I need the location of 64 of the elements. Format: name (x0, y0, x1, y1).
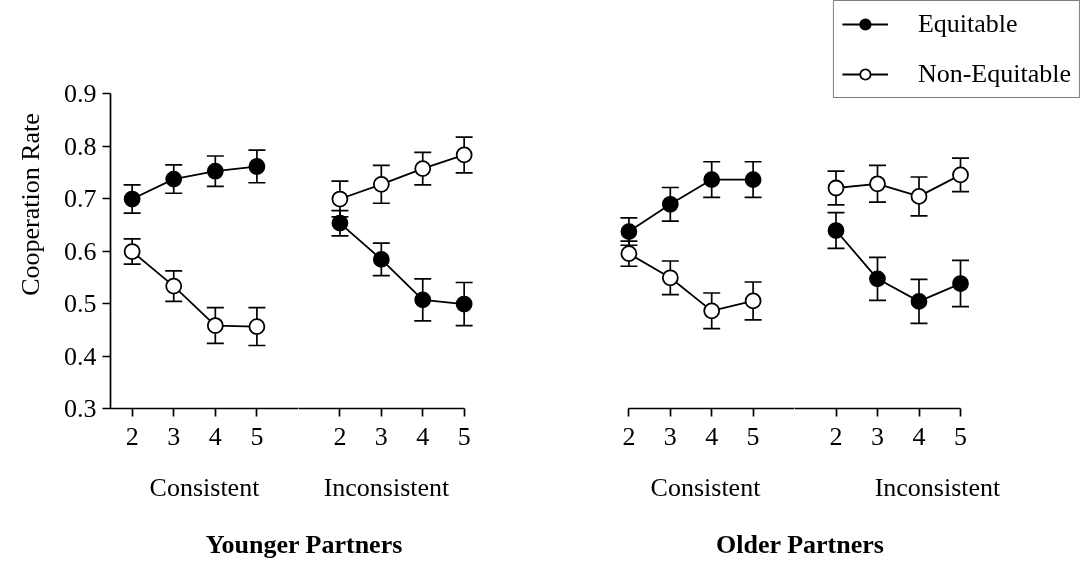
x-axis-title: Consistent (650, 472, 762, 502)
point (455, 295, 473, 313)
x-tick-label: 5 (954, 421, 967, 451)
x-tick-label: 3 (374, 421, 388, 451)
point (910, 188, 928, 205)
point (248, 158, 266, 175)
point (661, 195, 679, 213)
x-tick-label: 3 (871, 421, 884, 451)
point (331, 214, 349, 232)
point (744, 171, 762, 188)
x-axis-title: Inconsistent (874, 472, 1002, 502)
point (123, 243, 141, 260)
point (372, 175, 390, 193)
x-tick-label: 3 (663, 421, 677, 451)
x-tick-label: 4 (208, 421, 222, 451)
point (827, 179, 845, 197)
point (661, 269, 679, 287)
x-tick-label: 4 (705, 421, 719, 451)
x-tick-label: 2 (333, 421, 347, 451)
x-tick-label: 5 (250, 421, 264, 451)
text: Younger Partners (205, 529, 403, 561)
text: Older Partners (716, 529, 884, 561)
point (206, 162, 224, 180)
y-tick-label: 0.8 (64, 131, 97, 161)
x-tick-label: 5 (457, 421, 471, 451)
y-tick-label: 0.5 (64, 289, 97, 318)
x-tick-label: 4 (912, 421, 926, 451)
y-tick-label: 0.3 (64, 394, 97, 423)
x-tick-label: 4 (416, 421, 430, 451)
point (869, 175, 886, 193)
x-tick-label: 2 (622, 421, 636, 451)
point (952, 275, 969, 292)
x-tick-label: 5 (746, 421, 760, 451)
x-tick-label: 3 (167, 421, 181, 451)
point (331, 190, 349, 208)
point (165, 277, 183, 295)
point (952, 166, 969, 184)
y-tick-label: 0.9 (64, 79, 97, 108)
point (206, 317, 224, 334)
point (827, 222, 845, 239)
point (703, 171, 721, 188)
x-axis-title: Inconsistent (323, 472, 451, 502)
point (869, 270, 886, 288)
point (248, 318, 266, 335)
x-tick-label: 2 (829, 421, 843, 451)
point (620, 223, 638, 240)
point (372, 251, 390, 268)
point (620, 245, 638, 263)
point (414, 160, 432, 177)
x-tick-label: 2 (125, 421, 139, 451)
y-tick-label: 0.4 (64, 341, 97, 371)
point (165, 170, 183, 188)
point (744, 292, 762, 310)
point (123, 190, 141, 208)
y-axis-title: Cooperation Rate (16, 113, 45, 296)
legend-label: Non-Equitable (917, 59, 1071, 89)
legend-label: Equitable (917, 9, 1018, 39)
y-tick-label: 0.6 (64, 236, 97, 266)
point (703, 302, 721, 320)
x-axis-title: Consistent (149, 472, 261, 502)
point (455, 146, 473, 164)
y-tick-label: 0.7 (64, 184, 97, 213)
point (910, 293, 928, 310)
point (414, 291, 432, 309)
